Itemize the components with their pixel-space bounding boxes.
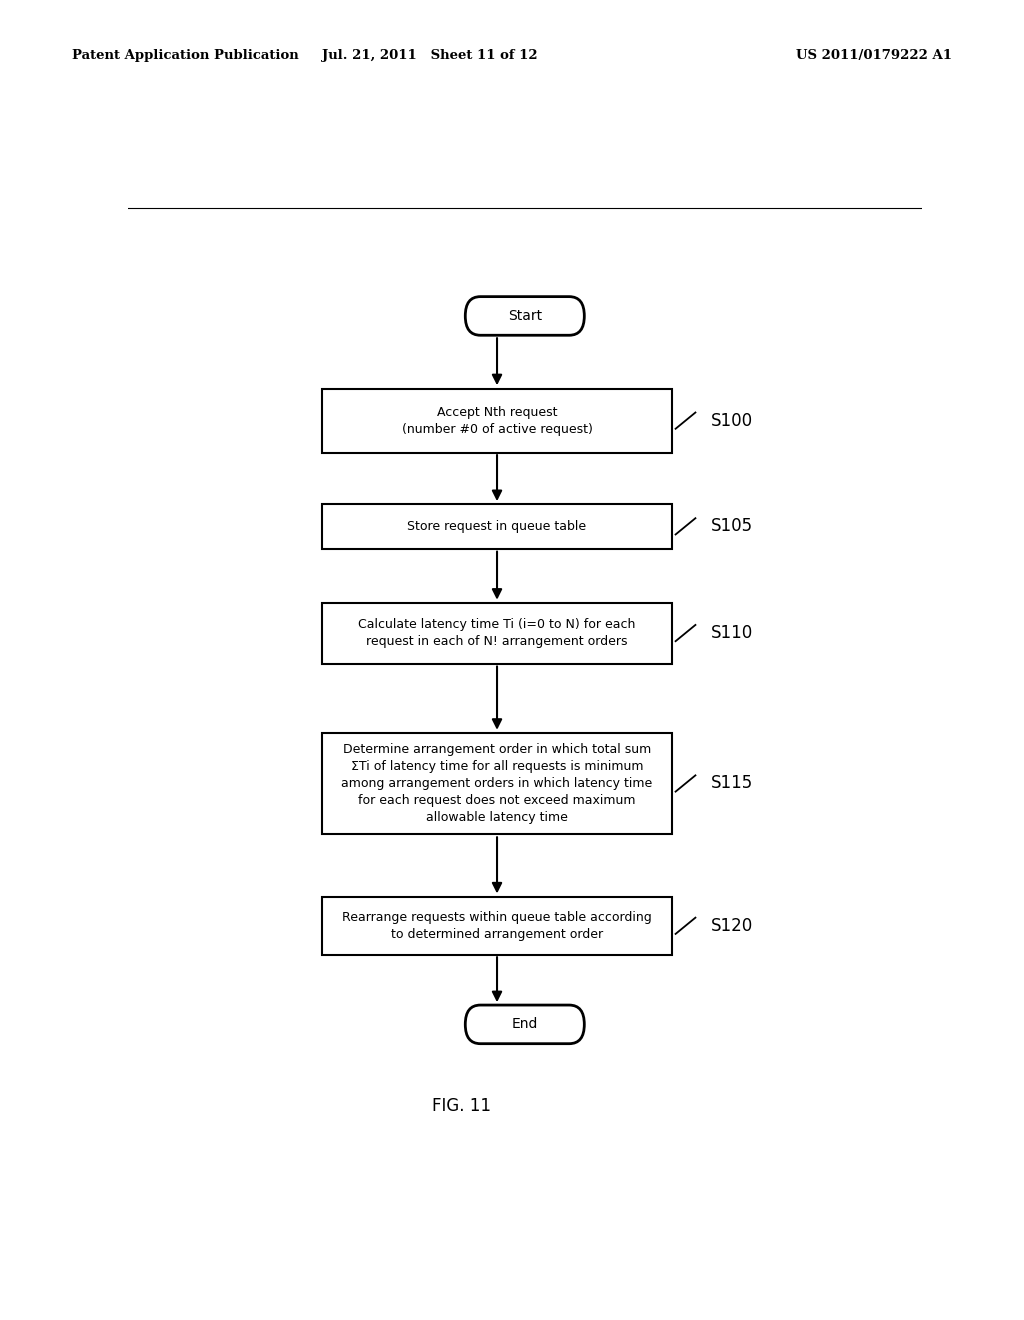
Text: Store request in queue table: Store request in queue table [408, 520, 587, 533]
FancyBboxPatch shape [465, 297, 585, 335]
FancyBboxPatch shape [323, 388, 672, 453]
Text: S105: S105 [712, 517, 754, 536]
FancyBboxPatch shape [323, 504, 672, 549]
FancyBboxPatch shape [323, 896, 672, 954]
Text: Calculate latency time Ti (i=0 to N) for each
request in each of N! arrangement : Calculate latency time Ti (i=0 to N) for… [358, 618, 636, 648]
Text: Determine arrangement order in which total sum
ΣTi of latency time for all reque: Determine arrangement order in which tot… [341, 743, 652, 824]
Text: Patent Application Publication: Patent Application Publication [72, 49, 298, 62]
FancyBboxPatch shape [323, 733, 672, 834]
FancyBboxPatch shape [465, 1005, 585, 1044]
Text: S100: S100 [712, 412, 754, 429]
Text: Jul. 21, 2011   Sheet 11 of 12: Jul. 21, 2011 Sheet 11 of 12 [323, 49, 538, 62]
Text: Rearrange requests within queue table according
to determined arrangement order: Rearrange requests within queue table ac… [342, 911, 652, 941]
Text: FIG. 11: FIG. 11 [432, 1097, 490, 1114]
Text: S110: S110 [712, 624, 754, 642]
FancyBboxPatch shape [323, 602, 672, 664]
Text: US 2011/0179222 A1: US 2011/0179222 A1 [797, 49, 952, 62]
Text: Accept Nth request
(number #0 of active request): Accept Nth request (number #0 of active … [401, 405, 593, 436]
Text: Start: Start [508, 309, 542, 323]
Text: S115: S115 [712, 775, 754, 792]
Text: End: End [512, 1018, 538, 1031]
Text: S120: S120 [712, 917, 754, 935]
